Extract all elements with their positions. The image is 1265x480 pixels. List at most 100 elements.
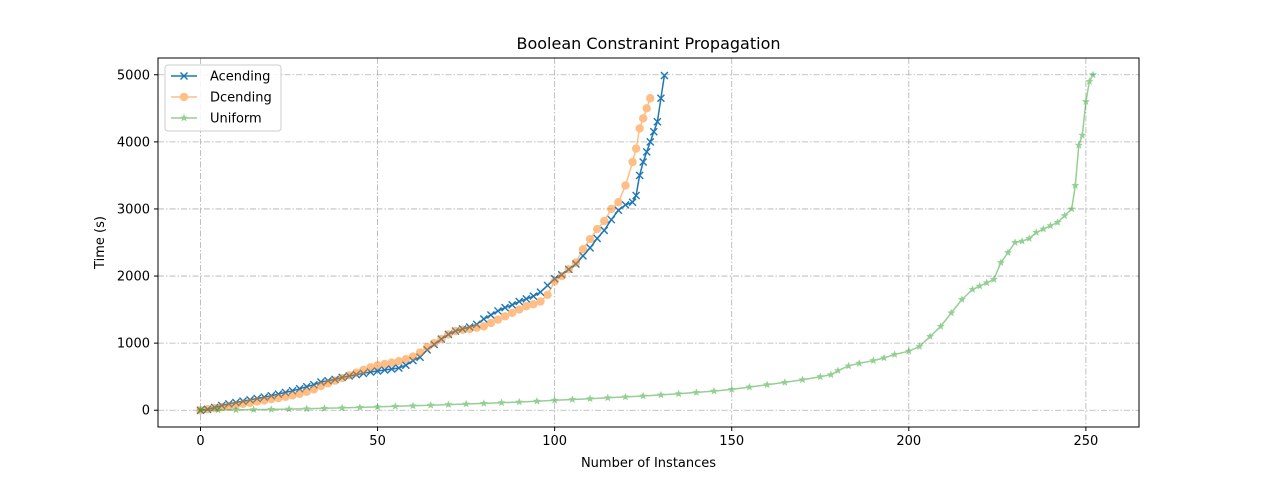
- y-tick-label: 2000: [117, 270, 150, 285]
- data-point-acending: [628, 198, 637, 207]
- data-point-dcending: [345, 371, 354, 380]
- data-point-uniform: [267, 405, 276, 413]
- data-point-uniform: [1067, 204, 1076, 213]
- data-point-dcending: [288, 391, 297, 400]
- marker-stroke: [614, 206, 623, 215]
- marker-stroke: [578, 251, 587, 260]
- data-point-uniform: [373, 402, 382, 411]
- data-point-dcending: [337, 373, 347, 383]
- series-line-uniform: [200, 74, 1094, 411]
- data-point-acending: [656, 94, 665, 103]
- data-point-dcending: [352, 368, 361, 377]
- data-point-dcending: [408, 352, 418, 361]
- axes: 0 50 100 150 200 250 0 1000 2000 3000 4000 5000: [117, 68, 1098, 449]
- x-tick-label: 100: [542, 434, 567, 449]
- data-point-acending: [646, 137, 655, 146]
- data-point-dcending: [281, 392, 290, 402]
- data-point-uniform: [926, 332, 934, 340]
- data-point-uniform: [532, 397, 541, 405]
- data-point-dcending: [585, 234, 595, 244]
- marker-stroke: [600, 226, 609, 235]
- data-point-dcending: [387, 358, 396, 367]
- data-point-dcending: [500, 312, 510, 321]
- data-point-uniform: [745, 382, 754, 391]
- data-point-dcending: [578, 245, 588, 254]
- data-point-uniform: [674, 389, 683, 398]
- legend-swatch-uniform: [171, 113, 197, 122]
- data-point-uniform: [639, 391, 648, 400]
- data-point-uniform: [826, 370, 835, 379]
- y-tick-label: 3000: [117, 202, 150, 217]
- series-dcending: [196, 94, 655, 415]
- series-layer: [196, 70, 1097, 415]
- data-point-uniform: [391, 402, 400, 410]
- data-point-uniform: [355, 403, 364, 411]
- data-point-uniform: [996, 258, 1005, 266]
- data-point-uniform: [780, 378, 789, 386]
- data-point-uniform: [214, 405, 223, 414]
- data-point-dcending: [515, 305, 524, 314]
- data-point-uniform: [947, 308, 956, 317]
- x-tick-label: 250: [1073, 434, 1098, 449]
- data-point-acending: [660, 71, 669, 80]
- legend: Acending Dcending Uniform: [164, 64, 282, 132]
- data-point-uniform: [1078, 131, 1087, 139]
- marker-stroke: [493, 306, 502, 315]
- grid: [158, 58, 1139, 427]
- data-point-dcending: [231, 400, 241, 410]
- data-point-uniform: [1039, 224, 1048, 233]
- data-point-uniform: [1032, 228, 1041, 236]
- data-point-uniform: [656, 390, 665, 399]
- legend-label-uniform: Uniform: [210, 112, 262, 127]
- data-point-uniform: [1025, 234, 1034, 242]
- data-point-dcending: [600, 216, 609, 226]
- data-point-dcending: [380, 359, 389, 369]
- data-point-dcending: [564, 265, 574, 274]
- data-point-dcending: [635, 124, 644, 133]
- data-point-uniform: [320, 404, 329, 412]
- data-point-uniform: [727, 385, 736, 393]
- marker-stroke: [656, 94, 665, 103]
- legend-marker: [180, 72, 188, 80]
- marker-stroke: [479, 314, 488, 323]
- marker-stroke: [387, 364, 396, 373]
- data-point-uniform: [515, 397, 524, 406]
- marker-stroke: [536, 288, 545, 297]
- data-point-uniform: [1081, 97, 1090, 105]
- data-point-dcending: [295, 389, 304, 398]
- data-point-dcending: [631, 144, 641, 153]
- data-point-uniform: [231, 405, 240, 414]
- marker-stroke: [621, 200, 630, 209]
- data-point-dcending: [309, 385, 319, 394]
- data-point-dcending: [437, 334, 446, 344]
- marker-stroke: [660, 71, 669, 80]
- data-point-acending: [642, 147, 651, 156]
- data-point-uniform: [904, 347, 913, 355]
- data-point-acending: [493, 306, 502, 315]
- data-point-acending: [653, 117, 662, 126]
- data-point-dcending: [323, 379, 333, 388]
- data-point-dcending: [543, 290, 552, 300]
- data-point-dcending: [522, 302, 531, 311]
- data-point-dcending: [465, 324, 474, 334]
- marker-stroke: [586, 243, 595, 252]
- data-point-dcending: [267, 394, 276, 404]
- data-point-acending: [639, 157, 648, 166]
- marker-stroke: [380, 365, 389, 374]
- data-point-uniform: [1053, 218, 1062, 226]
- data-point-uniform: [968, 285, 977, 293]
- marker-stroke: [515, 297, 524, 306]
- data-point-uniform: [1060, 211, 1069, 220]
- data-point-dcending: [458, 325, 467, 334]
- data-point-uniform: [936, 322, 945, 330]
- data-point-uniform: [1018, 237, 1027, 245]
- data-point-uniform: [196, 406, 205, 414]
- data-point-acending: [401, 361, 410, 370]
- marker-stroke: [593, 234, 602, 243]
- data-point-dcending: [628, 157, 637, 167]
- data-point-uniform: [621, 392, 630, 401]
- data-point-dcending: [401, 355, 411, 364]
- data-point-acending: [635, 171, 644, 180]
- legend-label-acending: Acending: [210, 70, 270, 85]
- data-point-uniform: [338, 403, 347, 412]
